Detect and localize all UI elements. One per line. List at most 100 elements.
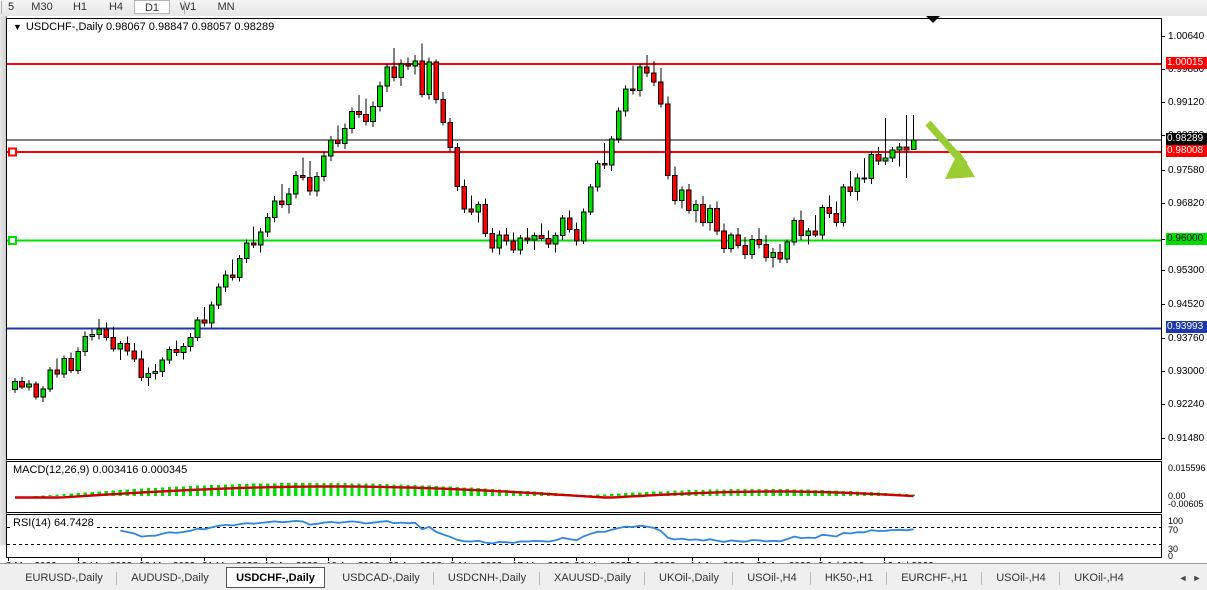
date-tickmark	[204, 558, 205, 561]
chart-top-marker-icon	[926, 16, 940, 23]
price-tickmark	[1162, 239, 1165, 241]
macd-scale-tick: 0.00	[1168, 491, 1186, 501]
tab-scroll-next-icon[interactable]: ►	[1192, 573, 1202, 583]
tab-divider	[644, 572, 645, 585]
timeframe-h1[interactable]: H1	[72, 1, 88, 13]
date-tickmark	[758, 558, 759, 561]
symbol-tab-usoil--h4[interactable]: USOil-,H4	[747, 572, 797, 584]
symbol-tab-xauusd--daily[interactable]: XAUUSD-,Daily	[553, 572, 631, 584]
price-tick-label: 0.99880	[1168, 63, 1205, 75]
price-tickmark	[1162, 270, 1165, 272]
price-tag-last-price[interactable]: 0.98289	[1166, 132, 1207, 145]
price-tick-label: 0.95300	[1168, 265, 1205, 277]
timeframe-h4[interactable]: H4	[108, 1, 124, 13]
price-tickmark	[1162, 337, 1165, 339]
symbol-tab-ukoil--daily[interactable]: UKOil-,Daily	[659, 572, 719, 584]
price-tick-label: 0.97580	[1168, 164, 1205, 176]
macd-svg	[15, 483, 916, 499]
price-plot[interactable]	[7, 19, 1161, 459]
date-tickmark	[78, 558, 79, 561]
symbol-tab-eurchf--h1[interactable]: EURCHF-,H1	[901, 572, 968, 584]
toolbar-divider	[1, 1, 2, 14]
tab-divider	[810, 572, 811, 585]
date-tickmark	[820, 558, 821, 561]
price-tickmark	[1162, 134, 1165, 136]
symbol-tab-audusd--daily[interactable]: AUDUSD-,Daily	[131, 572, 209, 584]
rsi-scale-tick: 70	[1168, 525, 1179, 535]
rsi-scale-tick: 100	[1168, 516, 1184, 526]
rsi-pane[interactable]: RSI(14) 64.7428	[6, 514, 1162, 558]
macd-label: MACD(12,26,9) 0.003416 0.000345	[11, 464, 190, 476]
rsi-scale-tick: 0	[1168, 551, 1174, 561]
symbol-tab-eurusd--daily[interactable]: EURUSD-,Daily	[25, 572, 103, 584]
symbol-tabbar: EURUSD-,Daily AUDUSD-,Daily USDCHF-,Daily U…	[0, 563, 1207, 590]
tab-divider	[732, 572, 733, 585]
symbol-tab-usdcnh--daily[interactable]: USDCNH-,Daily	[447, 572, 527, 584]
symbol-tab-usdchf--daily[interactable]: USDCHF-,Daily	[226, 567, 325, 588]
down-arrow-icon	[925, 120, 975, 179]
price-tag-resistance[interactable]: 1.00015	[1166, 57, 1207, 69]
date-tickmark	[884, 558, 885, 561]
rsi-svg	[7, 519, 1161, 545]
date-tickmark	[576, 558, 577, 561]
timeframe-m30[interactable]: M30	[31, 1, 53, 13]
timeframe-5[interactable]: 5	[7, 1, 15, 13]
date-tickmark	[141, 558, 142, 561]
tab-divider	[981, 572, 982, 585]
price-tickmark	[1162, 404, 1165, 406]
rsi-label: RSI(14) 64.7428	[11, 517, 96, 529]
price-tickmark	[1162, 68, 1165, 70]
price-tickmark	[1162, 437, 1165, 439]
price-tick-label: 0.92240	[1168, 399, 1205, 411]
candlestick-svg	[7, 43, 1161, 402]
tab-divider	[116, 572, 117, 585]
symbol-ohlc-text: USDCHF-,Daily 0.98067 0.98847 0.98057 0.…	[25, 21, 275, 33]
macd-plot	[7, 462, 1161, 512]
price-tick-label: 0.91480	[1168, 432, 1205, 444]
tab-divider	[433, 572, 434, 585]
date-tickmark	[692, 558, 693, 561]
symbol-tab-usdcad--daily[interactable]: USDCAD-,Daily	[342, 572, 420, 584]
timeframe-w1[interactable]: W1	[179, 1, 197, 13]
rsi-scale-tick: 30	[1168, 544, 1179, 554]
chart-area: ▼ USDCHF-,Daily 0.98067 0.98847 0.98057 0…	[0, 16, 1207, 572]
price-tick-label: 1.00640	[1168, 30, 1205, 42]
timeframe-toolbar: 5 M30 H1 H4 D1 W1 MN	[0, 0, 1207, 17]
toolbar-divider	[184, 1, 185, 14]
date-tickmark	[390, 558, 391, 561]
price-tick-label: 0.94520	[1168, 299, 1205, 311]
date-tickmark	[514, 558, 515, 561]
date-tickmark	[8, 558, 9, 561]
tab-divider	[539, 572, 540, 585]
price-tick-label: 0.93760	[1168, 332, 1205, 344]
price-tag-support[interactable]: 0.96000	[1166, 233, 1207, 246]
price-tick-label: 0.96820	[1168, 198, 1205, 210]
price-pane-label: ▼ USDCHF-,Daily 0.98067 0.98847 0.98057 0…	[11, 21, 277, 33]
date-tickmark	[328, 558, 329, 561]
price-tag-resistance[interactable]: 0.98008	[1166, 145, 1207, 158]
price-tickmark	[1162, 102, 1165, 104]
collapse-caret-icon[interactable]: ▼	[13, 22, 22, 32]
macd-scale-tick: 0.015596	[1168, 463, 1206, 473]
price-tickmark	[1162, 304, 1165, 306]
macd-scale-tick: -0.00605	[1168, 499, 1204, 509]
symbol-tab-ukoil--h4[interactable]: UKOil-,H4	[1074, 572, 1124, 584]
symbol-tab-hk50--h1[interactable]: HK50-,H1	[824, 572, 874, 584]
macd-pane[interactable]: MACD(12,26,9) 0.003416 0.000345	[6, 461, 1162, 513]
price-tickmark	[1162, 35, 1165, 37]
date-tickmark	[266, 558, 267, 561]
price-pane[interactable]: ▼ USDCHF-,Daily 0.98067 0.98847 0.98057 0…	[6, 18, 1162, 460]
date-tickmark	[628, 558, 629, 561]
tab-divider	[886, 572, 887, 585]
timeframe-mn[interactable]: MN	[217, 1, 235, 13]
date-tickmark	[452, 558, 453, 561]
price-tick-label: 0.99120	[1168, 97, 1205, 109]
price-tag-support[interactable]: 0.93993	[1166, 321, 1207, 334]
tab-scroll-prev-icon[interactable]: ◄	[1178, 573, 1188, 583]
tab-divider	[1059, 572, 1060, 585]
price-scale[interactable]: 1.006400.998800.991200.983800.975800.968…	[1162, 18, 1207, 561]
timeframe-d1[interactable]: D1	[134, 0, 170, 14]
symbol-tab-usoil--h4[interactable]: USOil-,H4	[996, 572, 1046, 584]
rsi-plot	[7, 515, 1161, 557]
